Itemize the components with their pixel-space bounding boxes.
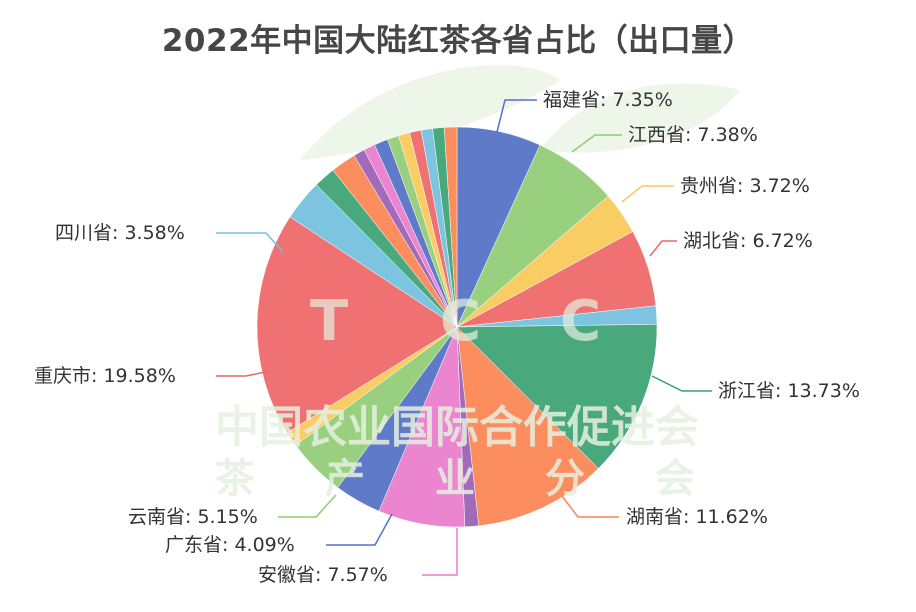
leader-line-hunan (561, 495, 619, 518)
watermark-letters: T C C (310, 292, 630, 352)
pie-slice[interactable] (443, 126, 458, 328)
data-label-zhejiang: 浙江省: 13.73% (718, 380, 860, 402)
watermark-char: 茶 (215, 456, 255, 502)
data-label-hunan: 湖南省: 11.62% (626, 506, 768, 528)
watermark-line2: 茶 产 业 分 会 (215, 458, 695, 500)
data-label-sichuan: 四川省: 3.58% (55, 222, 185, 244)
leader-line-chongqing (216, 370, 271, 377)
pie-slice-湖南省[interactable] (456, 326, 599, 527)
pie-slice-重庆市[interactable] (256, 216, 458, 433)
leader-line-anhui (422, 528, 458, 576)
data-label-anhui: 安徽省: 7.57% (258, 564, 388, 586)
data-label-fujian: 福建省: 7.35% (543, 89, 673, 111)
watermark-line1: 中国农业国际合作促进会 (215, 402, 699, 453)
leader-line-yunnan (278, 494, 337, 518)
leader-line-guangdong (326, 513, 393, 546)
data-label-guangdong: 广东省: 4.09% (165, 534, 295, 556)
data-label-hubei: 湖北省: 6.72% (683, 230, 813, 252)
data-label-jiangxi: 江西省: 7.38% (628, 124, 758, 146)
watermark-char: 业 (435, 456, 475, 502)
watermark-letter: T (310, 289, 349, 354)
leader-line-zhejiang (651, 375, 712, 392)
data-label-guizhou: 贵州省: 3.72% (680, 175, 810, 197)
watermark-char: 产 (325, 456, 365, 502)
watermark-char: 分 (545, 456, 585, 502)
watermark-letter: C (560, 289, 602, 354)
chart-title: 2022年中国大陆红茶各省占比（出口量） (161, 23, 755, 59)
leader-line-guizhou (621, 185, 674, 203)
watermark-letter: C (440, 289, 482, 354)
data-label-chongqing: 重庆市: 19.58% (34, 365, 176, 387)
leader-line-sichuan (216, 232, 284, 253)
leader-line-jiangxi (571, 134, 622, 153)
leader-line-hubei (649, 240, 677, 257)
watermark-char: 会 (655, 456, 695, 502)
watermark-leaf-logo (300, 65, 740, 160)
leader-line-fujian (496, 99, 537, 133)
data-label-yunnan: 云南省: 5.15% (128, 506, 258, 528)
pie-slice-浙江省[interactable] (456, 324, 658, 469)
